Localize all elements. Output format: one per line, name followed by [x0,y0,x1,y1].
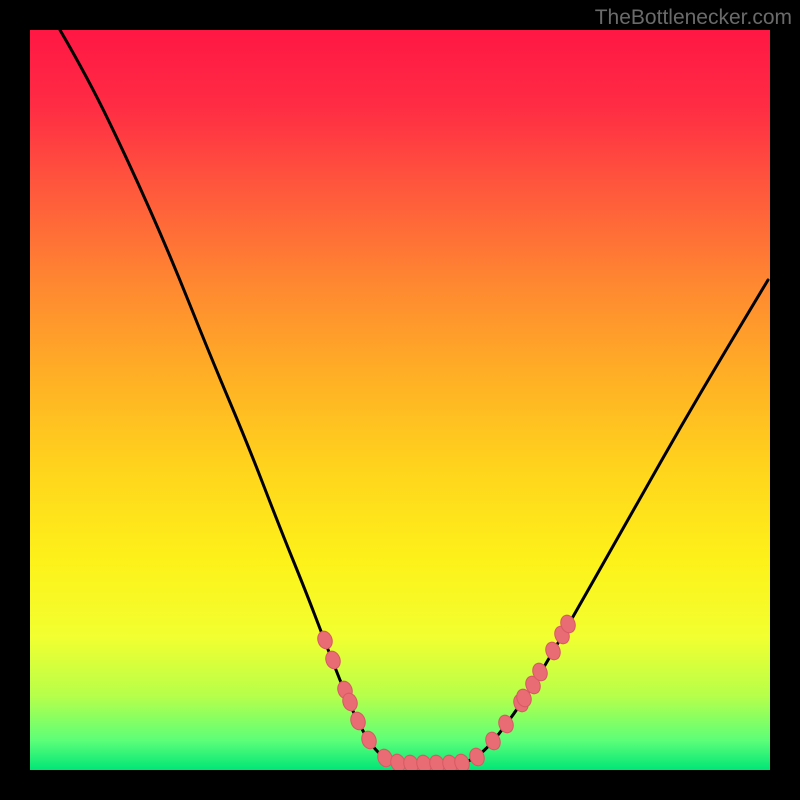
watermark-text: TheBottlenecker.com [595,6,792,30]
chart-root: TheBottlenecker.com [0,0,800,800]
bottleneck-chart [0,0,800,800]
plot-background [30,30,770,770]
